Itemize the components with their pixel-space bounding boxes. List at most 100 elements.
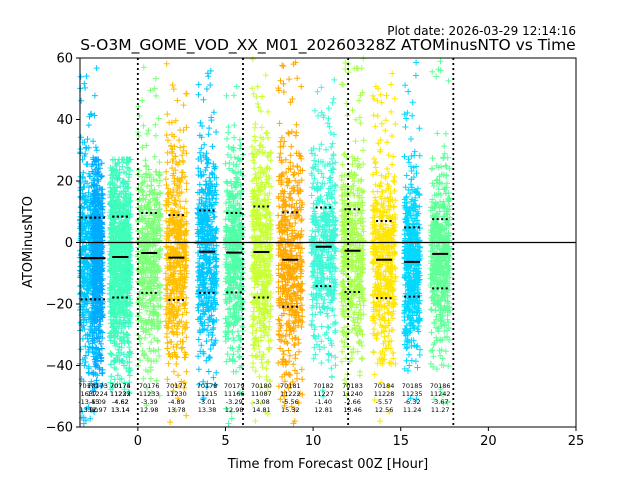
annotation-70173-2: -5.09: [89, 398, 106, 406]
annotation-70178-0: 70178: [197, 382, 218, 390]
plot-date: Plot date: 2026-03-29 12:14:16: [387, 24, 576, 38]
points-70182: [308, 76, 339, 400]
annotation-70185-2: -6.32: [404, 398, 421, 406]
series-70176: [134, 64, 164, 409]
annotation-70176-1: 11233: [139, 390, 160, 398]
points-70185: [401, 59, 423, 403]
annotation-70179-3: 12.98: [225, 406, 244, 414]
points-70173: [89, 156, 106, 394]
annotation-70178-1: 11215: [197, 390, 218, 398]
x-tick-label-20: 20: [480, 434, 497, 449]
y-tick-label--40: −40: [46, 359, 73, 374]
annotation-70183-1: 11240: [342, 390, 363, 398]
y-tick-label-40: 40: [56, 113, 73, 128]
series-70186: [427, 58, 453, 406]
series-70183: [338, 55, 367, 399]
annotation-70183-0: 70183: [342, 382, 363, 390]
annotation-70177-1: 11230: [166, 390, 187, 398]
annotation-70179-1: 11166: [224, 390, 245, 398]
annotation-70180-3: 14.81: [252, 406, 271, 414]
annotation-70182-3: 12.81: [314, 406, 333, 414]
y-tick-label-60: 60: [56, 52, 73, 67]
points-70184: [369, 70, 399, 425]
x-tick-label-10: 10: [305, 434, 322, 449]
annotation-70180-0: 70180: [251, 382, 272, 390]
series-70175: [106, 156, 134, 397]
annotation-70176-2: -3.39: [141, 398, 158, 406]
annotation-70177-0: 70177: [166, 382, 187, 390]
annotation-70174-1: 11232: [110, 390, 131, 398]
annotation-70180-2: -3.08: [253, 398, 270, 406]
annotation-70182-2: -1.40: [315, 398, 332, 406]
annotation-70181-1: 11222: [280, 390, 301, 398]
annotation-70175-2: -4.62: [112, 398, 129, 406]
annotation-70174-3: 13.14: [111, 406, 130, 414]
y-tick-label-20: 20: [56, 175, 73, 190]
annotation-70172-3: 13.90: [79, 406, 98, 414]
x-axis-label: Time from Forecast 00Z [Hour]: [227, 457, 429, 472]
points-70181: [275, 59, 306, 427]
annotation-70172-2: -13.45: [78, 398, 99, 406]
annotation-70184-2: -5.57: [376, 398, 393, 406]
annotation-70186-0: 70186: [430, 382, 451, 390]
annotation-70172-0: 70172: [78, 382, 99, 390]
annotation-70184-0: 70184: [374, 382, 395, 390]
annotation-70183-2: -2.66: [344, 398, 361, 406]
annotation-70177-3: 13.78: [167, 406, 186, 414]
annotation-70174-0: 70174: [110, 382, 131, 390]
annotation-70186-3: 11.27: [431, 406, 450, 414]
annotation-70175-0: 70175: [110, 382, 131, 390]
series-70182: [308, 76, 339, 400]
annotation-70178-3: 13.38: [198, 406, 217, 414]
annotation-70183-3: 13.46: [343, 406, 362, 414]
annotation-70172-1: 1637: [80, 390, 97, 398]
annotation-70176-3: 12.98: [140, 406, 159, 414]
annotation-70185-0: 70185: [402, 382, 423, 390]
annotation-70178-2: -3.01: [199, 398, 216, 406]
annotation-70177-2: -4.89: [168, 398, 185, 406]
annotation-70174-2: -4.62: [112, 398, 129, 406]
annotation-70173-3: 12.97: [88, 406, 107, 414]
series-70179: [222, 83, 246, 427]
annotation-70173-0: 70173: [87, 382, 108, 390]
series-70181: [275, 59, 306, 427]
annotation-70175-3: 13.14: [111, 406, 130, 414]
annotation-70184-1: 11228: [374, 390, 395, 398]
points-70177: [162, 60, 190, 426]
series-70184: [369, 70, 399, 425]
points-70180: [249, 56, 274, 425]
annotation-70181-0: 70181: [280, 382, 301, 390]
series-70173: [89, 156, 106, 394]
x-tick-label-0: 0: [134, 434, 142, 449]
annotation-70179-2: -3.29: [226, 398, 243, 406]
points-70178: [194, 67, 220, 403]
annotation-70186-2: -3.67: [432, 398, 449, 406]
annotation-70175-1: 11223: [110, 390, 131, 398]
annotation-70180-1: 11087: [251, 390, 272, 398]
x-tick-label-25: 25: [568, 434, 585, 449]
x-tick-label-15: 15: [392, 434, 409, 449]
points-70176: [134, 64, 164, 409]
series-70185: [401, 59, 423, 403]
points-70186: [427, 58, 453, 406]
annotation-70179-0: 70179: [224, 382, 245, 390]
annotation-70182-0: 70182: [313, 382, 334, 390]
y-tick-label--60: −60: [46, 421, 73, 436]
annotation-70181-3: 15.32: [281, 406, 300, 414]
series-70177: [162, 60, 190, 426]
scatter-points: [77, 55, 453, 427]
x-tick-label-5: 5: [221, 434, 229, 449]
series-70178: [194, 67, 220, 403]
y-tick-label--20: −20: [46, 298, 73, 313]
points-70175: [106, 156, 134, 397]
series-70180: [249, 56, 274, 425]
annotation-70185-1: 11235: [402, 390, 423, 398]
y-tick-label-0: 0: [65, 236, 73, 251]
annotation-70176-0: 70176: [139, 382, 160, 390]
axis-ticks: 0 5 10 15 20 25 −60 −40 −20 0 20 40 60: [46, 52, 585, 450]
points-70179: [222, 83, 246, 427]
annotation-70185-3: 11.24: [403, 406, 422, 414]
plot-overlays: [80, 58, 576, 427]
